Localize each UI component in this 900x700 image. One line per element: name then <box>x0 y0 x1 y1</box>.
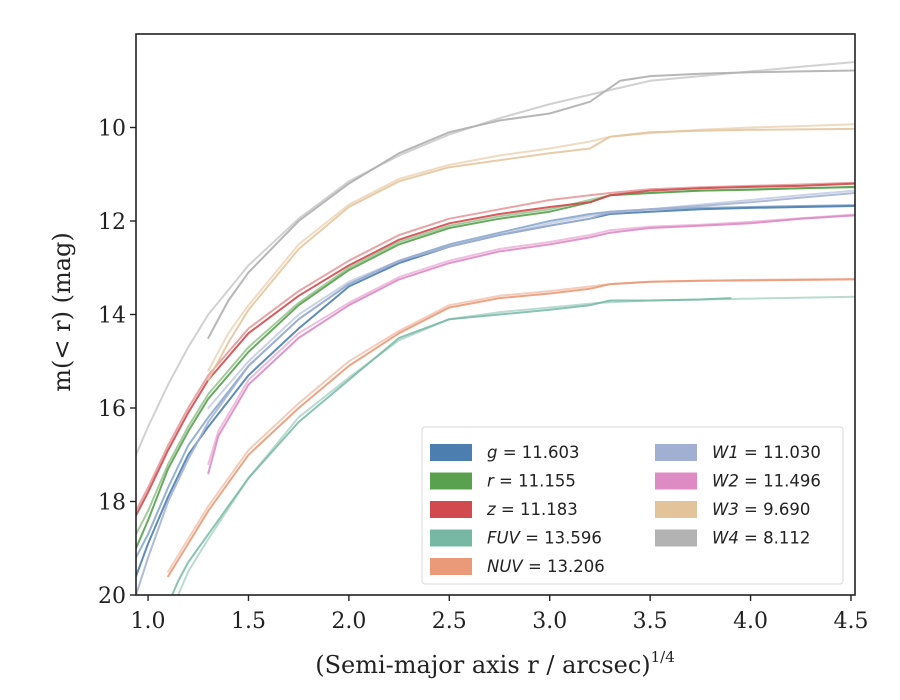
x-tick-label: 3.5 <box>633 609 668 634</box>
x-tick-label: 4.5 <box>833 609 868 634</box>
y-tick-label: 12 <box>98 210 126 235</box>
series-line-g-2 <box>136 204 855 559</box>
series-line-w4-2 <box>136 61 855 456</box>
legend-label: W1 = 11.030 <box>712 443 821 462</box>
legend-label: W4 = 8.112 <box>712 529 810 548</box>
y-tick-label: 18 <box>98 491 126 516</box>
legend-label: z = 11.183 <box>486 500 578 519</box>
legend-entry-fuv: FUV = 13.596 <box>430 529 602 548</box>
legend-entry-w4: W4 = 8.112 <box>655 529 810 548</box>
legend-entry-w2: W2 = 11.496 <box>655 472 821 491</box>
y-tick-label: 16 <box>98 397 126 422</box>
series-line-w3-1 <box>207 127 855 381</box>
series-line-r-2 <box>136 186 855 536</box>
curves-layer <box>136 61 855 595</box>
legend-swatch <box>655 501 697 518</box>
x-tick-label: 2.0 <box>331 609 366 634</box>
ticks-layer: 1.0 1.5 2.0 2.5 3.0 3.5 4.0 4.5 10 12 14 16 18 20 <box>98 117 868 635</box>
legend-box <box>421 426 844 585</box>
legend-label: g = 11.603 <box>487 443 580 462</box>
legend-swatch <box>430 558 472 575</box>
x-axis-title: (Semi-major axis r / arcsec)1/4 <box>315 648 675 679</box>
series-line-w2-2 <box>207 213 855 466</box>
legend-entry-z: z = 11.183 <box>430 500 578 519</box>
legend: g = 11.603 r = 11.155 z = 11.183 FUV = 13.5… <box>421 426 844 585</box>
x-tick-label: 1.5 <box>231 609 266 634</box>
legend-label: r = 11.155 <box>487 472 576 491</box>
y-tick-label: 10 <box>98 117 126 142</box>
y-axis-title: m(< r) (mag) <box>48 232 76 391</box>
legend-label: W2 = 11.496 <box>712 472 821 491</box>
legend-label: W3 = 9.690 <box>712 500 810 519</box>
series-line-fuv-2 <box>177 295 855 595</box>
legend-swatch <box>430 472 472 490</box>
series-line-w1-2 <box>207 189 855 409</box>
legend-entry-w1: W1 = 11.030 <box>655 443 821 462</box>
series-line-w3-2 <box>207 123 855 372</box>
legend-entry-w3: W3 = 9.690 <box>655 500 810 519</box>
x-tick-label: 2.5 <box>432 609 467 634</box>
series-line-nuv-2 <box>167 278 855 573</box>
legend-label: NUV = 13.206 <box>487 557 605 576</box>
series-line-w4-1 <box>207 69 855 339</box>
legend-swatch <box>655 444 697 461</box>
x-axis-title-exponent: 1/4 <box>651 648 675 666</box>
legend-label: FUV = 13.596 <box>487 529 602 548</box>
y-tick-label: 20 <box>98 584 126 609</box>
legend-swatch <box>430 444 472 461</box>
legend-entry-r: r = 11.155 <box>430 472 576 491</box>
legend-entries: g = 11.603 r = 11.155 z = 11.183 FUV = 13.5… <box>430 443 821 576</box>
legend-swatch <box>430 501 472 518</box>
y-tick-label: 14 <box>98 304 126 329</box>
legend-swatch <box>430 529 472 547</box>
x-axis-title-main: (Semi-major axis r / arcsec) <box>315 651 650 679</box>
x-tick-label: 1.0 <box>131 609 166 634</box>
legend-swatch <box>655 472 697 490</box>
series-line-z-2 <box>136 181 855 512</box>
legend-entry-nuv: NUV = 13.206 <box>430 557 605 576</box>
legend-swatch <box>655 529 697 547</box>
x-tick-label: 4.0 <box>733 609 768 634</box>
series-line-w2-1 <box>207 214 855 475</box>
legend-entry-g: g = 11.603 <box>430 443 580 462</box>
x-tick-label: 3.0 <box>532 609 567 634</box>
